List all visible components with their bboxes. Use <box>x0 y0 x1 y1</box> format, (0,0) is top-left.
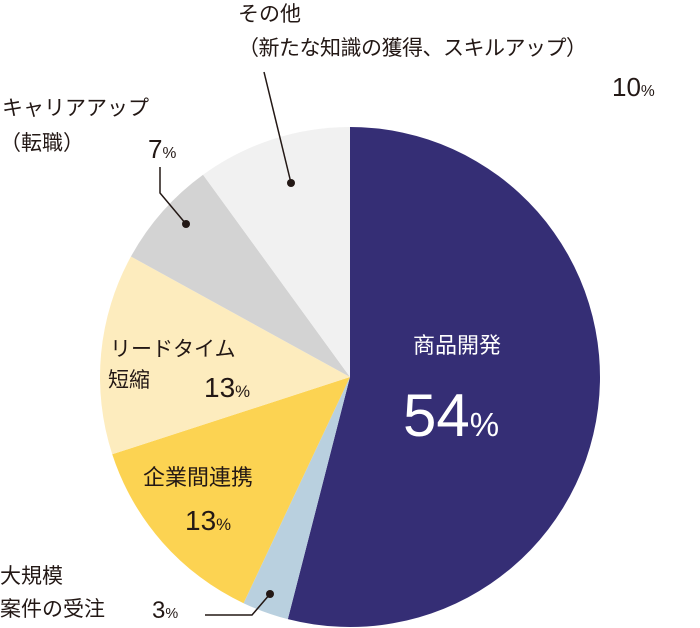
pie-slice-2 <box>112 377 350 604</box>
label-lead-subtitle: 短縮 <box>108 368 150 392</box>
leader-line-large <box>205 593 271 616</box>
leader-line-other <box>263 71 292 184</box>
label-large-percent: 3% <box>152 597 179 624</box>
label-career-percent: 7% <box>148 134 177 164</box>
pie-slice-5 <box>203 127 350 377</box>
label-large-title: 大規模 <box>0 564 63 588</box>
leader-dot-large <box>266 590 274 598</box>
label-collab-title: 企業間連携 <box>143 466 254 491</box>
label-lead-title: リードタイム <box>110 337 236 361</box>
label-collab-percent: 13% <box>185 505 232 536</box>
pie-slice-0 <box>287 127 600 627</box>
leader-dot-other <box>287 179 295 187</box>
pie-slice-1 <box>243 377 350 620</box>
label-product-percent: 54% <box>403 382 500 449</box>
label-career-subtitle: （転職） <box>0 131 84 155</box>
label-large-subtitle: 案件の受注 <box>0 597 105 621</box>
pie-slice-3 <box>100 256 350 455</box>
label-other-subtitle: （新たな知識の獲得、スキルアップ） <box>238 36 587 60</box>
label-other-percent: 10% <box>612 72 655 102</box>
label-other-title: その他 <box>238 2 301 26</box>
leader-dot-career <box>182 220 190 228</box>
label-lead-percent: 13% <box>204 372 251 403</box>
label-career-title: キャリアアップ <box>2 96 149 120</box>
leader-line-career <box>159 167 187 225</box>
label-product-title: 商品開発 <box>413 334 502 359</box>
leader-lines <box>159 71 292 616</box>
